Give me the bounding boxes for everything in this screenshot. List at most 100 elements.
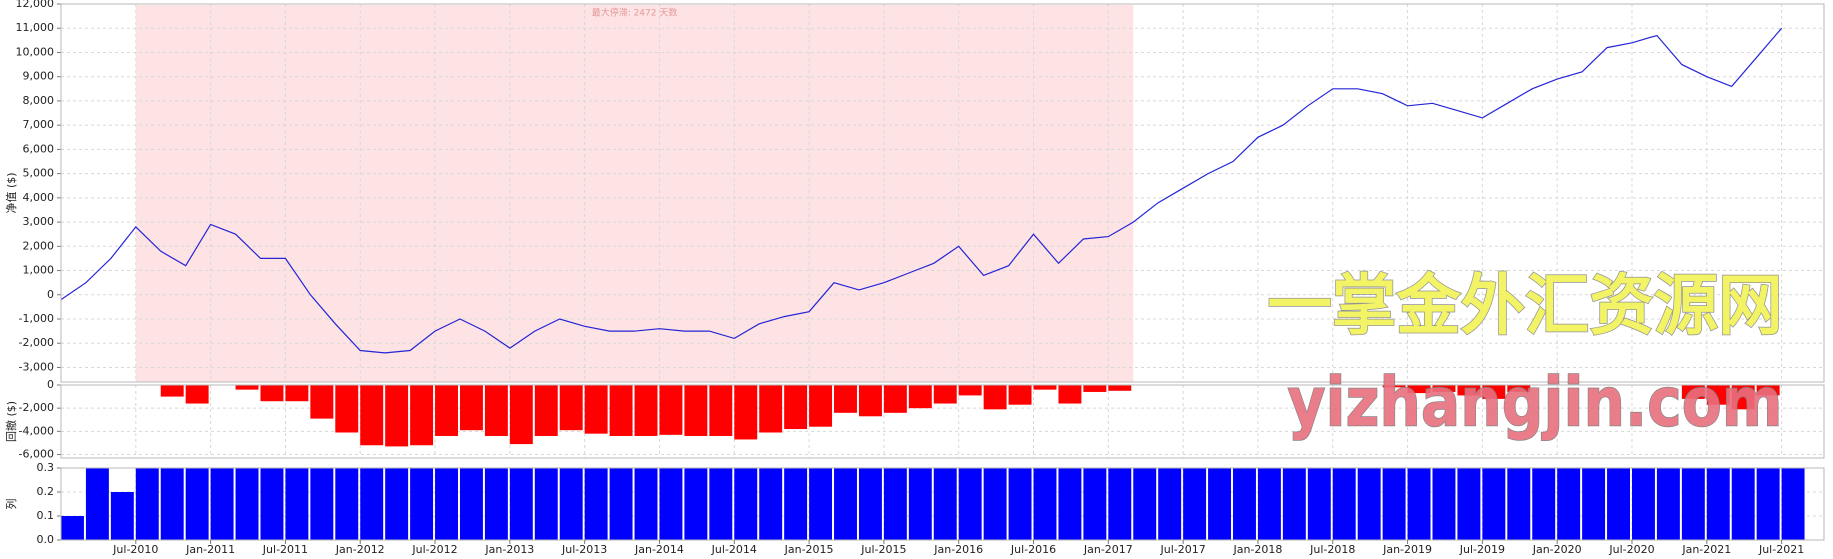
bar bbox=[933, 385, 957, 404]
x-tick-label: Jan-2021 bbox=[1681, 543, 1731, 556]
bar bbox=[1432, 385, 1456, 392]
bar bbox=[809, 385, 833, 427]
bar bbox=[1183, 468, 1207, 540]
bar bbox=[160, 468, 184, 540]
y-tick-label: 9,000 bbox=[23, 70, 55, 83]
x-tick-label: Jul-2013 bbox=[561, 543, 607, 556]
y-tick-label: 1,000 bbox=[23, 264, 55, 277]
bar bbox=[160, 385, 184, 397]
x-tick-label: Jul-2020 bbox=[1608, 543, 1654, 556]
bar bbox=[684, 468, 708, 540]
equity-line bbox=[60, 27, 1783, 354]
bar bbox=[1108, 385, 1132, 391]
x-tick-label: Jan-2014 bbox=[634, 543, 684, 556]
bar bbox=[185, 468, 209, 540]
x-tick-label: Jan-2012 bbox=[335, 543, 385, 556]
y-tick-label: -2,000 bbox=[19, 401, 54, 414]
bar bbox=[634, 468, 658, 540]
y-tick-label: 5,000 bbox=[23, 167, 55, 180]
bar bbox=[1457, 468, 1481, 540]
bar bbox=[1731, 385, 1755, 410]
bar bbox=[1407, 385, 1431, 394]
bar bbox=[609, 468, 633, 540]
bar bbox=[260, 468, 284, 540]
y-tick-label: 6,000 bbox=[23, 142, 55, 155]
bar bbox=[983, 468, 1007, 540]
bar bbox=[684, 385, 708, 436]
x-tick-label: Jul-2015 bbox=[860, 543, 906, 556]
bar bbox=[410, 385, 434, 446]
bar bbox=[1382, 385, 1406, 388]
bar bbox=[1532, 468, 1556, 540]
bar bbox=[933, 468, 957, 540]
y-axis-label: 净值 ($) bbox=[4, 172, 18, 213]
x-tick-label: Jan-2017 bbox=[1083, 543, 1133, 556]
bar bbox=[709, 468, 733, 540]
bar bbox=[559, 468, 583, 540]
bar bbox=[1133, 468, 1157, 540]
bar bbox=[385, 385, 409, 447]
y-tick-label: -4,000 bbox=[19, 424, 54, 437]
x-tick-label: Jan-2019 bbox=[1382, 543, 1432, 556]
bar bbox=[459, 468, 483, 540]
y-tick-label: -3,000 bbox=[19, 360, 54, 373]
bar bbox=[584, 468, 608, 540]
bar bbox=[908, 385, 932, 409]
x-tick-label: Jul-2021 bbox=[1758, 543, 1804, 556]
bar bbox=[809, 468, 833, 540]
bar bbox=[1731, 468, 1755, 540]
bar bbox=[1257, 468, 1281, 540]
bar bbox=[1507, 385, 1531, 392]
bar bbox=[1307, 468, 1331, 540]
bar bbox=[1681, 468, 1705, 540]
bar bbox=[61, 516, 84, 540]
bar bbox=[335, 468, 359, 540]
x-tick-label: Jul-2016 bbox=[1010, 543, 1056, 556]
y-axis-label: 列 bbox=[4, 499, 18, 510]
bar bbox=[310, 385, 334, 419]
bar bbox=[958, 468, 982, 540]
bar bbox=[185, 385, 209, 404]
bar bbox=[1233, 468, 1256, 540]
bar bbox=[1482, 468, 1506, 540]
bar bbox=[1582, 468, 1606, 540]
bar bbox=[534, 468, 558, 540]
bar bbox=[1382, 468, 1406, 540]
y-tick-label: 0 bbox=[47, 378, 54, 391]
bar bbox=[784, 385, 808, 430]
bar bbox=[1706, 468, 1730, 540]
bar bbox=[1407, 468, 1431, 540]
bar bbox=[1756, 385, 1780, 396]
x-tick-label: Jan-2011 bbox=[185, 543, 235, 556]
bar bbox=[1681, 385, 1705, 399]
bar bbox=[734, 468, 758, 540]
bar bbox=[385, 468, 409, 540]
bar bbox=[484, 468, 508, 540]
y-tick-label: -6,000 bbox=[19, 448, 54, 461]
bar bbox=[235, 385, 259, 390]
bar bbox=[1108, 468, 1132, 540]
bar bbox=[759, 468, 783, 540]
bar bbox=[1482, 385, 1506, 399]
bar bbox=[459, 385, 483, 431]
bar bbox=[435, 385, 458, 436]
bar bbox=[958, 385, 982, 396]
y-tick-label: -1,000 bbox=[19, 312, 54, 325]
bar bbox=[210, 468, 234, 540]
bar bbox=[659, 468, 683, 540]
y-tick-label: 0.3 bbox=[37, 461, 55, 474]
bar bbox=[659, 385, 683, 435]
bar bbox=[1058, 468, 1082, 540]
y-axis-label: 回撤 ($) bbox=[4, 401, 18, 442]
bar bbox=[1158, 468, 1182, 540]
bar bbox=[1083, 468, 1107, 540]
y-tick-label: 10,000 bbox=[16, 45, 55, 58]
x-tick-label: Jul-2019 bbox=[1459, 543, 1505, 556]
bar bbox=[410, 468, 434, 540]
bar bbox=[285, 385, 309, 402]
plot-frame bbox=[60, 467, 1825, 541]
bar bbox=[135, 468, 159, 540]
bar bbox=[634, 385, 658, 436]
bar bbox=[709, 385, 733, 436]
plot-frame bbox=[60, 384, 1825, 459]
